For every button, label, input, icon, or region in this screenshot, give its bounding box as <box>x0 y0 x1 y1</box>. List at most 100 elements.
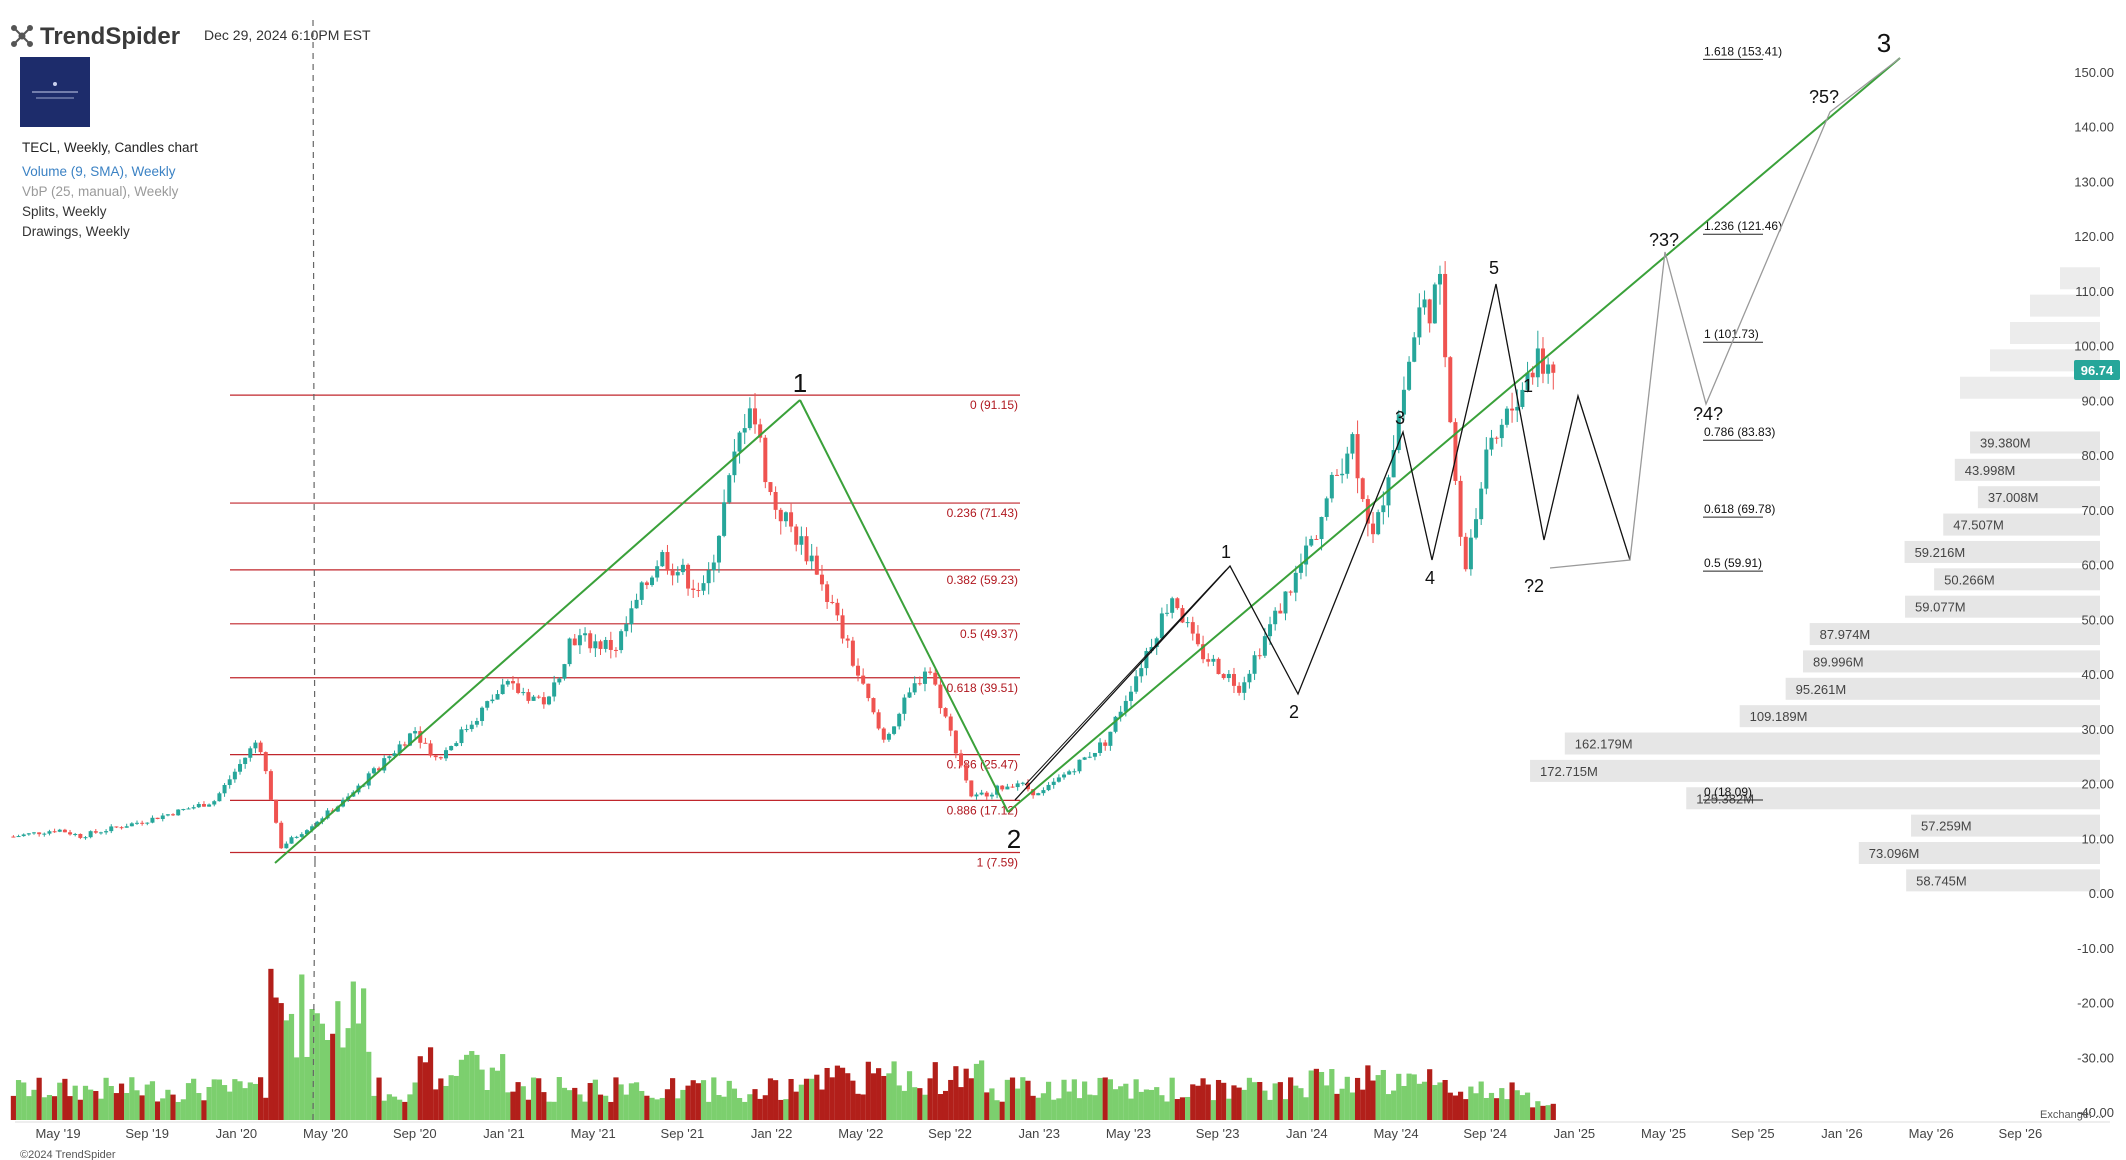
volume-bar <box>443 1085 449 1120</box>
x-tick-label: May '21 <box>571 1126 616 1141</box>
candle-body <box>397 744 402 754</box>
volume-bar <box>155 1101 161 1120</box>
candle-body <box>974 794 979 797</box>
volume-bar <box>263 1097 269 1120</box>
volume-bar <box>850 1080 856 1120</box>
volume-bar <box>72 1085 78 1120</box>
volume-bar <box>906 1071 913 1120</box>
x-tick-label: Sep '20 <box>393 1126 437 1141</box>
candle-body <box>304 830 309 835</box>
candle-body <box>124 826 129 828</box>
volume-bar <box>530 1077 537 1120</box>
candle-body <box>1108 731 1113 746</box>
volume-bar <box>1241 1089 1247 1120</box>
volume-bar <box>989 1088 995 1120</box>
candle-body <box>912 683 917 693</box>
volume-bar <box>834 1065 841 1120</box>
candle-body <box>1118 711 1123 717</box>
candle-body <box>835 602 840 616</box>
volume-bar <box>1288 1077 1294 1120</box>
volume-bar <box>937 1094 944 1120</box>
candle-body <box>814 555 819 575</box>
candle-body <box>613 649 618 651</box>
candle-body <box>1551 364 1556 373</box>
candle-body <box>1067 771 1072 775</box>
candle-body <box>1165 612 1170 614</box>
volume-bar <box>381 1100 387 1120</box>
candle-body <box>856 665 861 676</box>
candle-body <box>42 833 47 835</box>
candle-body <box>737 432 742 452</box>
volume-bar <box>314 1013 320 1120</box>
vbp-label: 109.189M <box>1750 709 1808 724</box>
volume-bar <box>721 1096 727 1120</box>
wave-label: 5 <box>1489 258 1499 278</box>
volume-bar <box>747 1094 753 1120</box>
volume-bar <box>767 1078 774 1120</box>
volume-bar <box>551 1101 557 1120</box>
legend-item[interactable]: Volume (9, SMA), Weekly <box>22 164 176 179</box>
candle-body <box>892 726 897 734</box>
wave-label: 1 <box>1523 376 1533 396</box>
x-axis[interactable]: May '19 Sep '19 Jan '20 May '20 Sep '20 Jan '… <box>35 1126 2042 1141</box>
volume-bar <box>464 1054 470 1120</box>
wave-labels: 1 2 1 2 3 4 5 1 ?2 ?3? ?4? ?5? 3 <box>793 28 1891 854</box>
volume-bar <box>15 1080 22 1120</box>
candle-body <box>866 683 871 699</box>
trend-line <box>1007 57 1901 813</box>
candle-body <box>1098 742 1103 753</box>
legend-item[interactable]: Splits, Weekly <box>22 204 107 219</box>
legend-item[interactable]: VbP (25, manual), Weekly <box>22 184 179 199</box>
volume-bar <box>1257 1082 1263 1120</box>
x-tick-label: May '20 <box>303 1126 348 1141</box>
volume-bar <box>706 1101 712 1120</box>
volume-bar <box>865 1061 871 1120</box>
legend-title: TECL, Weekly, Candles chart <box>22 140 198 155</box>
volume-bar <box>649 1097 655 1120</box>
volume-bar <box>942 1090 949 1120</box>
candle-body <box>1319 516 1324 540</box>
candle-body <box>444 750 449 759</box>
candle-body <box>140 822 145 824</box>
candle-body <box>598 641 603 649</box>
candle-body <box>392 753 397 757</box>
volume-by-price: 39.380M 43.998M 37.008M 47.507M 59.216M 50.26… <box>1530 267 2100 892</box>
wave-path <box>1014 283 1631 801</box>
volume-bar <box>1015 1088 1021 1120</box>
volume-bar <box>52 1096 58 1120</box>
volume-bar <box>1406 1073 1412 1120</box>
volume-bar <box>98 1098 104 1120</box>
volume-bar <box>46 1094 53 1120</box>
volume-bar <box>1401 1085 1407 1120</box>
volume-bar <box>1313 1068 1319 1120</box>
volume-bar <box>654 1099 660 1120</box>
y-tick-label: -30.00 <box>2077 1050 2114 1065</box>
candle-body <box>943 708 948 717</box>
candle-body <box>212 801 217 805</box>
candle-body <box>1489 437 1494 450</box>
y-axis[interactable]: 150.00 140.00 130.00 120.00 110.00 100.00 90.0… <box>2074 65 2114 1120</box>
candle-body <box>830 601 835 603</box>
candle-body <box>1448 357 1453 423</box>
legend-item[interactable]: Drawings, Weekly <box>22 224 130 239</box>
volume-bar <box>407 1094 413 1120</box>
volume-bar <box>613 1077 619 1120</box>
volume-bar <box>170 1094 176 1120</box>
fib-label: 1 (7.59) <box>977 856 1018 870</box>
candle-body <box>1252 655 1257 674</box>
volume-bar <box>247 1082 253 1120</box>
volume-bar <box>355 1023 362 1120</box>
candle-body <box>1479 488 1484 520</box>
y-tick-label: 120.00 <box>2074 229 2114 244</box>
x-tick-label: Jan '26 <box>1821 1126 1863 1141</box>
candle-body <box>201 803 206 807</box>
volume-bar <box>335 1001 341 1120</box>
candle-body <box>670 570 675 576</box>
candle-body <box>459 729 464 744</box>
candle-body <box>680 564 685 573</box>
vbp-label: 58.745M <box>1916 873 1967 888</box>
volume-bar <box>1148 1089 1155 1120</box>
y-tick-label: -40.00 <box>2077 1105 2114 1120</box>
candle-body <box>310 826 315 831</box>
